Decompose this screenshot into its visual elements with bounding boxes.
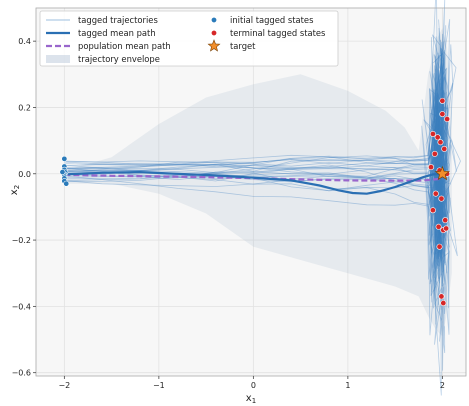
tagged-trajectory-cluster xyxy=(429,73,448,269)
tagged-trajectory xyxy=(64,88,438,254)
tagged-trajectory-cluster xyxy=(430,99,444,253)
tagged-trajectory-cluster xyxy=(429,58,445,233)
tagged-trajectory xyxy=(64,25,447,169)
terminal-state-point xyxy=(429,207,436,214)
initial-state-point xyxy=(63,180,70,187)
tagged-trajectory xyxy=(64,56,439,206)
terminal-state-point xyxy=(428,164,435,171)
plot-frame xyxy=(35,7,467,377)
terminal-state-point xyxy=(439,111,446,118)
initial-state-point xyxy=(61,155,68,162)
tagged-trajectory xyxy=(64,71,443,172)
y-tick-label: −0.6 xyxy=(12,369,31,378)
x-tick-label: 2 xyxy=(440,381,445,390)
mean-paths xyxy=(64,170,443,195)
tagged-trajectory xyxy=(64,175,446,371)
tagged-trajectory-cluster xyxy=(432,91,450,262)
x-tick-label: 0 xyxy=(251,381,256,390)
tagged-trajectory-cluster xyxy=(433,103,448,246)
terminal-state-point xyxy=(432,190,439,197)
tagged-trajectory-cluster xyxy=(430,59,449,256)
terminal-state-point xyxy=(435,223,442,230)
y-tick-label: 0.4 xyxy=(18,37,31,46)
terminal-state-point xyxy=(438,293,445,300)
legend-swatch-trajectory-envelope xyxy=(46,55,70,63)
x-tick-label: 1 xyxy=(345,381,350,390)
terminal-state-point xyxy=(440,300,447,307)
tagged-trajectory-cluster xyxy=(432,66,443,325)
legend-label: initial tagged states xyxy=(230,15,313,25)
tagged-trajectory-cluster xyxy=(434,72,451,232)
tagged-trajectory-cluster xyxy=(432,27,448,291)
terminal-state-point xyxy=(437,139,444,146)
tagged-trajectory xyxy=(64,19,461,202)
y-tick-label: −0.4 xyxy=(12,302,31,311)
y-axis-label: x2 xyxy=(9,185,21,195)
legend-label: population mean path xyxy=(78,41,171,51)
tagged-trajectory-cluster xyxy=(432,87,443,274)
legend-swatch-terminal-states xyxy=(211,29,218,36)
terminal-state-point xyxy=(442,217,449,224)
trajectory-envelope xyxy=(64,27,452,337)
x-tick-label: −1 xyxy=(153,381,165,390)
x-tick-label: −2 xyxy=(58,381,70,390)
state-markers xyxy=(59,97,451,307)
terminal-state-point xyxy=(431,150,438,157)
terminal-state-point xyxy=(434,134,441,141)
tagged-trajectory-cluster xyxy=(435,118,449,282)
y-tick-label: −0.2 xyxy=(12,236,31,245)
tagged-trajectory-cluster xyxy=(428,68,447,246)
tagged-trajectory xyxy=(64,162,458,309)
terminal-state-point xyxy=(441,145,448,152)
tagged-trajectory xyxy=(64,179,450,396)
axis-ticks: −2 −1 0 1 2 −0.6 −0.4 −0.2 0.0 0.2 0.4 xyxy=(12,37,445,390)
envelope-area xyxy=(64,27,452,337)
tagged-trajectory-cluster xyxy=(431,41,448,266)
tagged-trajectory xyxy=(64,104,442,222)
terminal-state-point xyxy=(436,243,443,250)
tagged-trajectory xyxy=(64,116,450,335)
tagged-trajectory-cluster xyxy=(433,78,446,216)
legend-swatch-initial-states xyxy=(211,16,218,23)
tagged-trajectory-cluster xyxy=(430,69,447,260)
legend-column-1: tagged trajectories tagged mean path popul… xyxy=(46,15,171,64)
tagged-trajectory xyxy=(64,97,442,211)
tagged-trajectory-cluster xyxy=(430,78,446,307)
initial-state-point xyxy=(59,169,66,176)
tagged-trajectory xyxy=(64,47,457,174)
tagged-trajectory xyxy=(64,88,443,217)
legend-label: target xyxy=(230,41,256,51)
tagged-trajectory-cluster xyxy=(431,142,444,249)
y-tick-label: 0.0 xyxy=(18,170,31,179)
plot-background xyxy=(36,8,466,376)
terminal-state-point xyxy=(444,116,451,123)
tagged-trajectory-cluster xyxy=(431,133,445,292)
x-axis-label: x1 xyxy=(246,393,256,405)
tagged-trajectory-cluster xyxy=(430,51,448,282)
tagged-trajectory xyxy=(64,121,451,214)
target-star xyxy=(434,165,450,181)
terminal-state-point xyxy=(439,97,446,104)
tagged-trajectory xyxy=(64,0,446,173)
tagged-mean-path xyxy=(64,170,443,195)
terminal-state-point xyxy=(429,130,436,137)
tagged-trajectory-cluster xyxy=(430,130,445,251)
legend: tagged trajectories tagged mean path popul… xyxy=(39,10,339,67)
legend-column-2: initial tagged states terminal tagged sta… xyxy=(207,15,325,52)
tagged-trajectory-cluster xyxy=(434,91,449,260)
terminal-state-point xyxy=(438,195,445,202)
tagged-trajectory-cluster xyxy=(432,90,448,237)
legend-label: terminal tagged states xyxy=(230,28,325,38)
tagged-trajectory-cluster xyxy=(435,133,447,234)
legend-label: trajectory envelope xyxy=(78,54,160,64)
legend-swatch-target xyxy=(207,39,221,52)
tagged-trajectory-cluster xyxy=(430,37,451,287)
legend-box xyxy=(39,10,339,67)
y-tick-label: 0.2 xyxy=(18,103,31,112)
terminal-state-point xyxy=(443,225,450,232)
tagged-trajectory xyxy=(64,144,452,310)
legend-label: tagged mean path xyxy=(78,28,156,38)
legend-label: tagged trajectories xyxy=(78,15,158,25)
